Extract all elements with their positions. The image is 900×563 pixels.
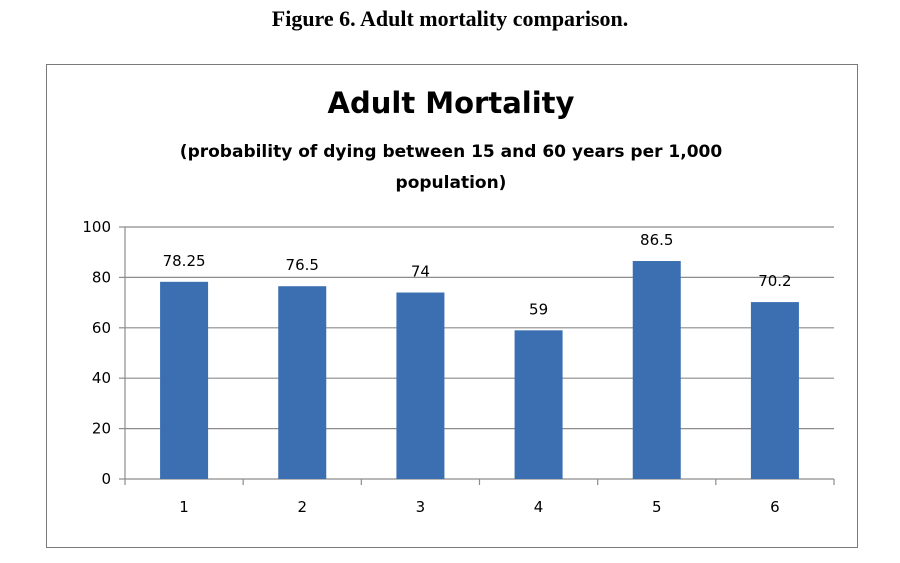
bar-chart: Adult Mortality (probability of dying be…	[82, 86, 835, 516]
bar	[632, 261, 681, 479]
x-tick-label: 1	[179, 498, 189, 516]
plot-area: 0 20 40 60 80 100 78.25 1 76.5 2 74 3 59 4 86.5 5 70.2 6	[82, 218, 835, 516]
data-label: 78.25	[163, 252, 206, 270]
y-tick-label: 20	[92, 420, 111, 438]
bar	[278, 286, 327, 479]
figure-caption: Figure 6. Adult mortality comparison.	[271, 6, 629, 31]
data-label: 70.2	[758, 272, 791, 290]
chart-title: Adult Mortality	[328, 86, 575, 120]
chart-subtitle-line-2: population)	[396, 173, 507, 193]
x-tick-label: 5	[652, 498, 662, 516]
chart-frame: Adult Mortality (probability of dying be…	[46, 64, 858, 548]
bar	[750, 302, 799, 479]
y-tick-label: 60	[92, 319, 111, 337]
x-tick-label: 6	[770, 498, 780, 516]
bar	[160, 281, 209, 479]
data-label: 74	[411, 263, 430, 281]
chart-subtitle-line-1: (probability of dying between 15 and 60 …	[180, 142, 723, 162]
x-tick-label: 3	[416, 498, 426, 516]
y-tick-label: 0	[101, 470, 111, 488]
bar	[514, 330, 563, 479]
y-tick-label: 100	[82, 218, 111, 236]
y-tick-label: 80	[92, 268, 111, 286]
x-tick-label: 4	[534, 498, 544, 516]
y-tick-label: 40	[92, 369, 111, 387]
data-label: 76.5	[286, 256, 319, 274]
x-tick-label: 2	[297, 498, 307, 516]
bar	[396, 292, 445, 479]
data-label: 86.5	[640, 231, 673, 249]
data-label: 59	[529, 300, 548, 318]
